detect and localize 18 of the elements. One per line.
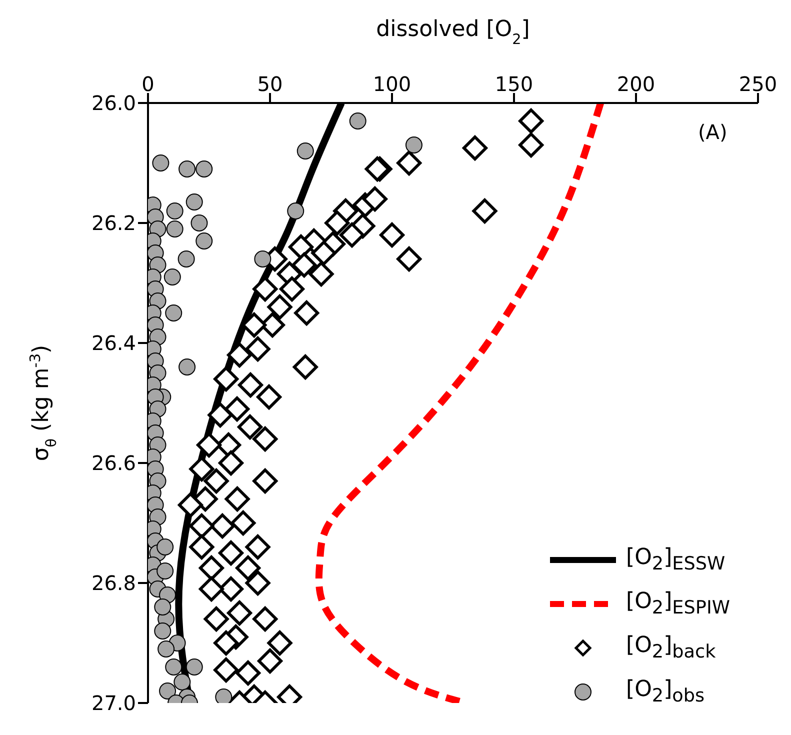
x-tick-label: 50 bbox=[257, 72, 283, 96]
y-tick-label: 26.6 bbox=[91, 451, 136, 476]
x-tick-label: 0 bbox=[142, 72, 154, 96]
legend-label: [O$_{2}$]$_{back}$ bbox=[626, 633, 716, 663]
x-tick-label: 200 bbox=[616, 72, 656, 96]
y-tick-label: 26.4 bbox=[91, 331, 136, 356]
annotation: (A) bbox=[698, 120, 728, 144]
y-tick-label: 26.0 bbox=[91, 91, 136, 116]
legend-label: [O$_{2}$]$_{obs}$ bbox=[626, 677, 705, 707]
legend-label: [O$_{2}$]$_{ESSW}$ bbox=[626, 545, 726, 575]
x-tick-label: 100 bbox=[372, 72, 412, 96]
y-tick-label: 26.8 bbox=[91, 571, 136, 596]
x-tick-label: 250 bbox=[738, 72, 778, 96]
legend-label: [O$_{2}$]$_{ESPIW}$ bbox=[626, 589, 730, 619]
y-tick-label: 26.2 bbox=[91, 211, 136, 236]
y-tick-label: 27.0 bbox=[91, 691, 136, 716]
x-tick-label: 150 bbox=[494, 72, 534, 96]
x-axis-title: dissolved [O$_{2}$] bbox=[376, 17, 530, 48]
